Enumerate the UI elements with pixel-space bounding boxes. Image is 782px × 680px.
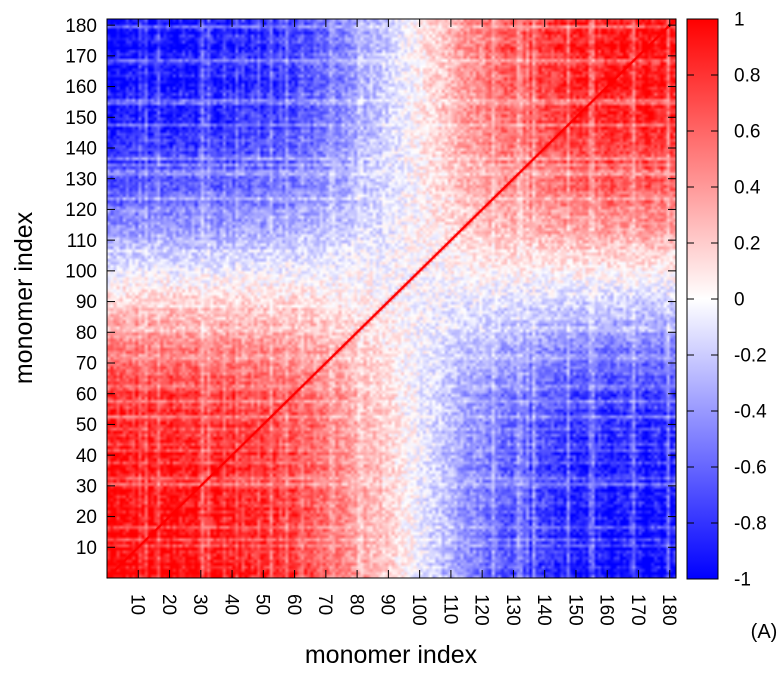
y-tick-label: 20: [76, 507, 97, 528]
y-tick-label: 140: [65, 139, 97, 160]
x-axis-title: monomer index: [305, 641, 478, 669]
x-tick-label: 120: [471, 594, 492, 626]
colorbar-tick-label: 0: [734, 290, 745, 311]
diagonal-line: [106, 18, 677, 579]
y-axis-title: monomer index: [10, 211, 38, 384]
colorbar-tick-label: -0.4: [734, 402, 767, 423]
plot-frame: [106, 18, 677, 579]
x-tick-label: 160: [596, 594, 617, 626]
colorbar-tick-label: -1: [734, 570, 751, 591]
x-tick-label: 110: [439, 594, 460, 624]
colorbar-tick-label: -0.8: [734, 514, 767, 535]
x-tick-label: 90: [377, 594, 398, 615]
x-tick-label: 10: [127, 594, 148, 615]
x-tick-label: 150: [564, 594, 585, 626]
y-tick-label: 170: [65, 47, 97, 68]
x-tick-label: 80: [345, 594, 366, 615]
heatmap-plot: 10 20 30 40 50 60 70 80 90 100 110 120 130 140 150 160 1…: [65, 16, 679, 626]
x-tick-label: 20: [158, 594, 179, 615]
colorbar-tick-label: -0.2: [734, 346, 767, 367]
y-tick-label: 90: [76, 292, 97, 313]
colorbar-tick-label: 0.2: [734, 234, 760, 255]
y-tick-label: 70: [76, 354, 97, 375]
colorbar-tick-label: 0.8: [734, 66, 760, 87]
y-tick-label: 40: [76, 446, 97, 467]
panel-label: (A): [751, 621, 778, 643]
y-tick-label: 60: [76, 384, 97, 405]
x-tick-label: 130: [502, 594, 523, 626]
y-axis: 10 20 30 40 50 60 70 80 90 100 110 120 130 140 150 160 1…: [65, 16, 676, 559]
y-tick-label: 30: [76, 477, 97, 498]
y-tick-label: 180: [65, 16, 97, 37]
colorbar-tick-label: 0.4: [734, 178, 761, 199]
y-tick-label: 150: [65, 108, 97, 129]
x-tick-label: 60: [283, 594, 304, 615]
colorbar: 1 0.8 0.6 0.4 0.2 0 -0.2 -0.4 -0.6 -0.8 -1: [686, 10, 767, 591]
x-tick-label: 180: [658, 594, 679, 626]
x-tick-label: 50: [252, 594, 273, 615]
colorbar-tick-label: 0.6: [734, 122, 760, 143]
y-tick-label: 130: [65, 169, 97, 190]
x-tick-label: 100: [408, 594, 429, 626]
colorbar-ticks: 1 0.8 0.6 0.4 0.2 0 -0.2 -0.4 -0.6 -0.8 -1: [687, 10, 767, 591]
x-axis: 10 20 30 40 50 60 70 80 90 100 110 120 130 140 150 160 1…: [127, 19, 679, 626]
y-tick-label: 100: [65, 262, 97, 283]
x-tick-label: 40: [220, 594, 241, 615]
x-tick-label: 140: [533, 594, 554, 626]
y-tick-label: 80: [76, 323, 97, 344]
y-tick-label: 120: [65, 200, 97, 221]
y-tick-label: 10: [76, 538, 97, 559]
x-tick-label: 170: [627, 594, 648, 626]
colorbar-tick-label: -0.6: [734, 458, 767, 479]
colorbar-tick-label: 1: [734, 10, 745, 31]
y-tick-label: 50: [76, 415, 97, 436]
x-tick-label: 70: [314, 594, 335, 615]
x-tick-label: 30: [189, 594, 210, 615]
diagonal-segment: [106, 18, 677, 579]
y-tick-label: 110: [67, 231, 97, 252]
y-tick-label: 160: [65, 77, 97, 98]
